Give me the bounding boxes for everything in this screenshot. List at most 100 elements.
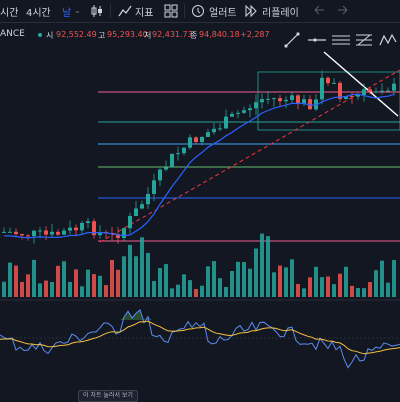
volume-bar [152,281,156,297]
alert-icon[interactable] [191,4,205,18]
volume-bar [146,252,150,297]
volume-bar [368,282,372,297]
ohlc-info-row: ANCE 시 92,552.49 고 95,293.40 저 92,431.73… [0,24,400,44]
volume-bar [2,281,6,297]
timeframe-1h[interactable]: 시간 [0,8,19,19]
status-dot [38,33,42,37]
candle-body [242,110,246,113]
chevron-down-icon[interactable]: ⌄ [74,6,81,15]
volume-bar [134,256,138,297]
volume-bar [74,269,78,297]
dashed-trendline[interactable] [99,69,400,243]
candle-body [320,77,324,100]
volume-bar [308,277,312,297]
candle-body [302,99,306,104]
volume-bar [278,265,282,297]
volume-bar [332,284,336,297]
volume-bar [68,281,72,297]
chart-preview-badge[interactable]: 이 차트 눌러서 보기 [78,390,138,402]
pattern-tool-icon[interactable] [379,33,397,46]
candle-body [236,112,240,114]
volume-bar [26,274,30,297]
volume-bar [212,261,216,297]
fib-retracement-tool-icon[interactable] [356,34,372,46]
candle-body [248,108,252,111]
candle-body [350,96,354,98]
volume-bar [362,288,366,297]
volume-bar [38,283,42,297]
candle-body [158,169,162,181]
candle-body [56,231,60,235]
volume-bar [182,274,186,297]
candle-body [62,230,66,235]
candle-body [362,89,366,95]
moving-average-line [4,93,395,239]
indicators-button[interactable]: 지표 [135,8,154,19]
redo-icon[interactable] [336,4,350,18]
candle-body [128,215,132,229]
candle-type-icon[interactable] [90,4,104,18]
volume-bar [80,286,84,297]
change-value: +2,287 [240,30,270,39]
volume-bar [128,244,132,297]
horizontal-ray-tool-icon[interactable] [308,38,326,42]
candle-body [344,96,348,99]
candle-body [356,94,360,97]
volume-bar [92,274,96,297]
volume-bar [122,256,126,297]
layout-icon[interactable] [164,4,178,18]
candle-body [332,82,336,84]
candle-body [206,132,210,137]
candle-body [38,230,42,232]
candle-body [326,77,330,84]
volume-bar [242,262,246,297]
parallel-channel-tool-icon[interactable] [332,35,350,45]
undo-icon[interactable] [312,4,326,18]
timeframe-day[interactable]: 날 [62,8,72,19]
volume-bar [254,248,258,297]
low-label: 저 [144,31,152,40]
candle-body [290,95,294,100]
volume-bar [176,284,180,297]
candle-body [374,91,378,93]
candle-body [164,167,168,170]
alerts-button[interactable]: 얼러트 [209,8,237,19]
volume-bar [236,261,240,297]
timeframe-4h[interactable]: 4시간 [26,8,51,19]
symbol-name: ANCE [0,29,25,39]
candle-body [2,231,6,233]
high-value: 95,293.40 [107,30,148,39]
candle-body [296,95,300,104]
volume-bar [344,266,348,297]
close-value: 94,840.18 [199,30,240,39]
volume-bar [314,266,318,297]
candle-body [368,89,372,92]
open-value: 92,552.49 [56,30,97,39]
candle-body [194,137,198,143]
volume-bar [284,267,288,297]
candle-body [386,90,390,92]
volume-bar [62,261,66,297]
volume-bar [32,259,36,297]
volume-bar [116,269,120,297]
indicators-icon[interactable] [118,4,132,18]
replay-button[interactable]: 리플레이 [262,8,299,19]
candle-body [98,232,102,236]
descending-trendline[interactable] [323,51,399,117]
volume-bar [302,288,306,297]
replay-icon[interactable] [244,4,258,18]
candle-body [32,230,36,237]
volume-bar [326,276,330,297]
candle-body [170,153,174,168]
candle-body [314,99,318,110]
volume-bar [110,259,114,297]
candle-body [218,128,222,130]
candle-body [92,221,96,236]
price-chart[interactable] [0,44,400,400]
range-zone-rect[interactable] [257,71,400,131]
trendline-tool-icon[interactable] [284,32,300,48]
candle-body [176,153,180,155]
volume-bar [356,288,360,297]
candle-body [116,234,120,238]
close-label: 종 [190,31,198,40]
